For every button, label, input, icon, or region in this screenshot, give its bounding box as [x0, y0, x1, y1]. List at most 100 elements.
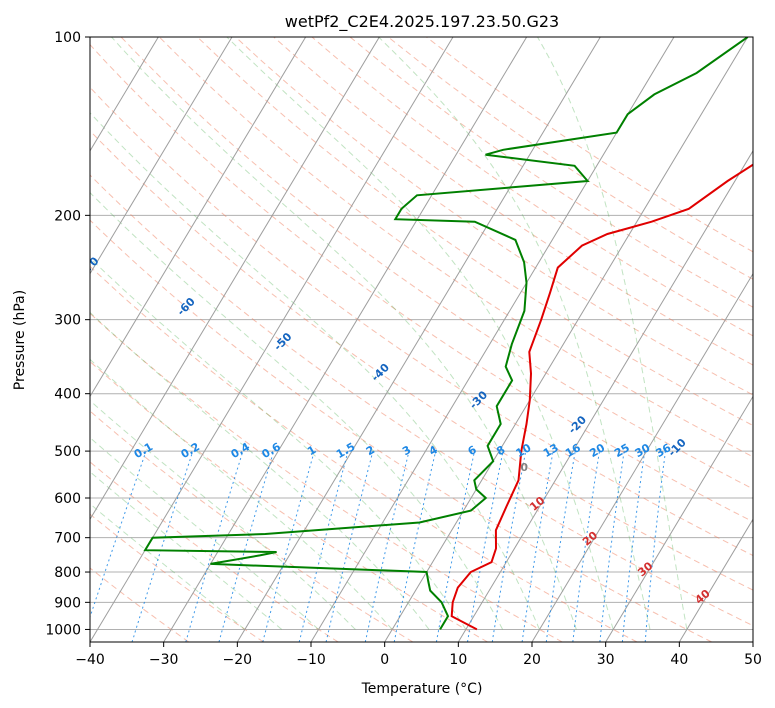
x-tick-label: 20	[523, 652, 541, 668]
isotherm-label: 10	[527, 494, 547, 514]
x-axis-ticks: −40 −30 −20 −10 0 10 20 30 40 50	[75, 642, 762, 668]
chart-title: wetPf2_C2E4.2025.197.23.50.G23	[285, 12, 559, 32]
mixing-ratio-line	[435, 450, 475, 642]
dry-adiabat	[197, 37, 753, 427]
isotherm	[90, 37, 233, 275]
dry-adiabat-label: -10	[666, 436, 689, 459]
mixing-ratio-lines	[90, 450, 666, 642]
dry-adiabat	[90, 312, 563, 642]
dry-adiabat	[426, 37, 753, 253]
isotherm	[678, 518, 753, 642]
x-axis-label: Temperature (°C)	[361, 681, 483, 697]
x-tick-label: 30	[597, 652, 615, 668]
mixing-ratio-label: 0.6	[260, 440, 284, 461]
plot-area: 0.10.20.40.611.52346810131620253036-100-…	[0, 37, 753, 642]
mixing-ratio-line	[467, 450, 504, 642]
dry-adiabat	[273, 37, 753, 366]
isotherms	[90, 37, 753, 642]
mixing-ratio-line	[298, 450, 349, 642]
x-tick-label: 10	[449, 652, 467, 668]
dry-adiabat-label: -40	[369, 361, 392, 384]
x-tick-label: −30	[149, 652, 179, 668]
mixing-ratio-label: 0.4	[229, 440, 253, 461]
x-tick-label: −20	[223, 652, 253, 668]
dry-adiabat	[349, 37, 753, 308]
mixing-ratio-line	[131, 450, 194, 642]
mixing-ratio-label: 4	[427, 443, 440, 458]
mixing-ratio-label: 16	[563, 441, 583, 460]
plot-frame	[89, 36, 754, 643]
dry-adiabat	[120, 37, 753, 490]
mixing-ratio-line	[621, 451, 646, 642]
y-tick-label: 700	[54, 531, 81, 547]
isotherm	[90, 37, 159, 152]
dry-adiabat-label: -60	[175, 295, 198, 318]
y-tick-label: 400	[54, 387, 81, 403]
x-tick-label: 0	[380, 652, 389, 668]
dry-adiabat	[90, 513, 264, 642]
dry-adiabat-label: -20	[566, 413, 589, 436]
mixing-ratio-line	[90, 450, 147, 619]
dry-adiabat	[311, 37, 753, 337]
dry-adiabat	[90, 174, 753, 627]
temperature-line	[450, 163, 753, 631]
y-tick-label: 200	[54, 208, 81, 224]
moist-adiabat	[90, 311, 430, 630]
y-tick-label: 500	[54, 444, 81, 460]
moist-adiabat	[111, 37, 577, 630]
dry-adiabat	[90, 265, 638, 642]
isotherm	[90, 37, 380, 521]
isotherm	[605, 395, 753, 642]
moist-adiabat	[90, 399, 356, 630]
mixing-ratio-label: 1.5	[334, 440, 357, 461]
dry-adiabat	[387, 37, 753, 280]
mixing-ratio-line	[599, 451, 625, 642]
dry-adiabat	[90, 567, 190, 642]
moist-adiabat	[90, 471, 283, 630]
moist-adiabat-label: 0	[520, 461, 528, 474]
mixing-ratio-label: 30	[633, 441, 653, 460]
mixing-ratio-line	[185, 450, 244, 642]
moist-adiabat	[537, 37, 688, 630]
isotherm	[90, 37, 307, 398]
dry-adiabat	[90, 219, 712, 642]
y-axis-label: Pressure (hPa)	[12, 290, 28, 390]
isotherm	[531, 272, 753, 642]
isotherm-label: 20	[580, 529, 600, 549]
mixing-ratio-label: 6	[466, 443, 479, 458]
dry-adiabat	[158, 37, 753, 458]
isotherm	[310, 37, 675, 642]
mixing-ratio-label: 10	[514, 441, 534, 460]
profile-lines	[143, 37, 753, 631]
y-tick-label: 300	[54, 313, 81, 329]
y-tick-label: 1000	[45, 622, 81, 638]
mixing-ratio-line	[545, 451, 576, 642]
mixing-ratio-label: 20	[587, 441, 607, 460]
inline-labels: 0.10.20.40.611.52346810131620253036-100-…	[0, 206, 713, 606]
y-tick-label: 600	[54, 491, 81, 507]
dry-adiabat-label: -30	[467, 388, 490, 411]
dry-adiabats	[90, 37, 753, 642]
moist-adiabat	[226, 37, 614, 630]
isotherm	[236, 37, 601, 642]
dry-adiabat	[90, 360, 488, 642]
y-tick-label: 100	[54, 30, 81, 46]
y-tick-label: 800	[54, 565, 81, 581]
mixing-ratio-line	[262, 450, 315, 642]
x-tick-label: 50	[744, 652, 762, 668]
y-axis-ticks: 100 200 300 400 500 600 700 800 900 1000	[45, 30, 90, 638]
moist-adiabat	[90, 436, 319, 630]
isotherm	[384, 37, 749, 642]
mixing-ratio-label: 13	[541, 441, 561, 460]
mixing-ratio-line	[325, 450, 374, 642]
x-tick-label: −10	[296, 652, 326, 668]
mixing-ratio-line	[218, 450, 275, 642]
moist-adiabat	[378, 37, 651, 630]
mixing-ratio-label: 25	[612, 441, 632, 460]
mixing-ratio-label: 0.2	[179, 440, 202, 461]
dry-adiabat-label: -80	[0, 206, 6, 229]
x-tick-label: 40	[670, 652, 688, 668]
isotherm	[752, 641, 753, 642]
moist-adiabat	[90, 112, 540, 630]
